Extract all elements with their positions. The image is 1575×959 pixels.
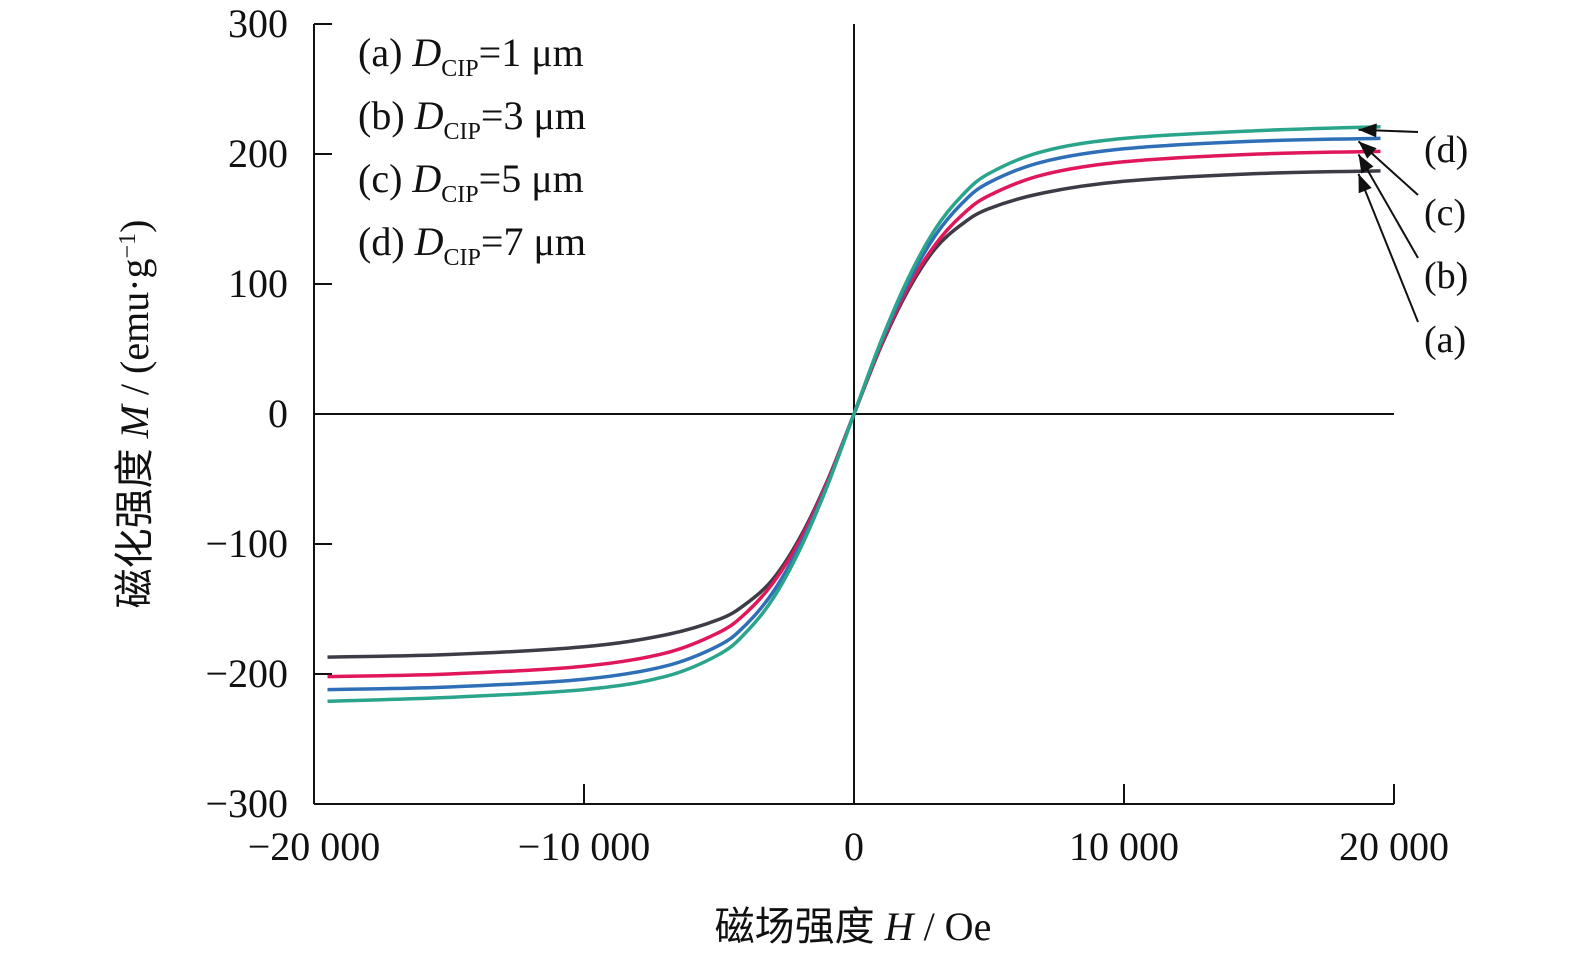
legend-entry: (d) DCIP=7 μm	[358, 219, 586, 271]
curves	[327, 124, 1381, 704]
curve-tag-arrow	[1357, 153, 1419, 259]
x-tick-label: 0	[844, 824, 864, 869]
y-tick-label: −300	[205, 781, 288, 826]
curve-tags: (a) (b) (c) (d)	[1357, 123, 1468, 361]
y-tick-label: −200	[205, 651, 288, 696]
y-tick-label: 200	[228, 131, 288, 176]
curve-tag-label: (d)	[1424, 129, 1468, 171]
curve-tag-arrow	[1357, 173, 1419, 323]
legend-entry: (c) DCIP=5 μm	[358, 156, 584, 208]
x-tick-label: −10 000	[518, 824, 651, 869]
x-tick-label: 20 000	[1339, 824, 1449, 869]
curve-d	[327, 124, 1381, 704]
legend: (a) DCIP=1 μm (b) DCIP=3 μm (c) DCIP=5 μm (…	[358, 30, 586, 271]
x-axis-title: 磁场强度 H / Oe	[715, 904, 992, 949]
curve-tag-arrowhead	[1358, 141, 1377, 159]
y-axis-title: 磁化强度 M / (emu·g−1)	[112, 220, 157, 609]
x-tick-label: −20 000	[248, 824, 381, 869]
curve-tag-label: (b)	[1424, 255, 1468, 297]
axis-ticks: 300 200 100 0 −100 −200 −300−20 000 −10 000 0 10 …	[205, 1, 1449, 869]
x-tick-label: 10 000	[1069, 824, 1179, 869]
curve-tag-arrowhead	[1358, 173, 1372, 194]
y-tick-label: 100	[228, 261, 288, 306]
curve-tag-label: (c)	[1424, 192, 1466, 234]
legend-entry: (a) DCIP=1 μm	[358, 30, 584, 82]
y-tick-label: −100	[205, 521, 288, 566]
curve-tag-label: (a)	[1424, 319, 1466, 361]
curve-tag-arrowhead	[1358, 123, 1377, 138]
y-tick-label: 0	[268, 391, 288, 436]
y-tick-label: 300	[228, 1, 288, 46]
legend-entry: (b) DCIP=3 μm	[358, 93, 586, 145]
curve-tag-arrowhead	[1358, 154, 1374, 174]
